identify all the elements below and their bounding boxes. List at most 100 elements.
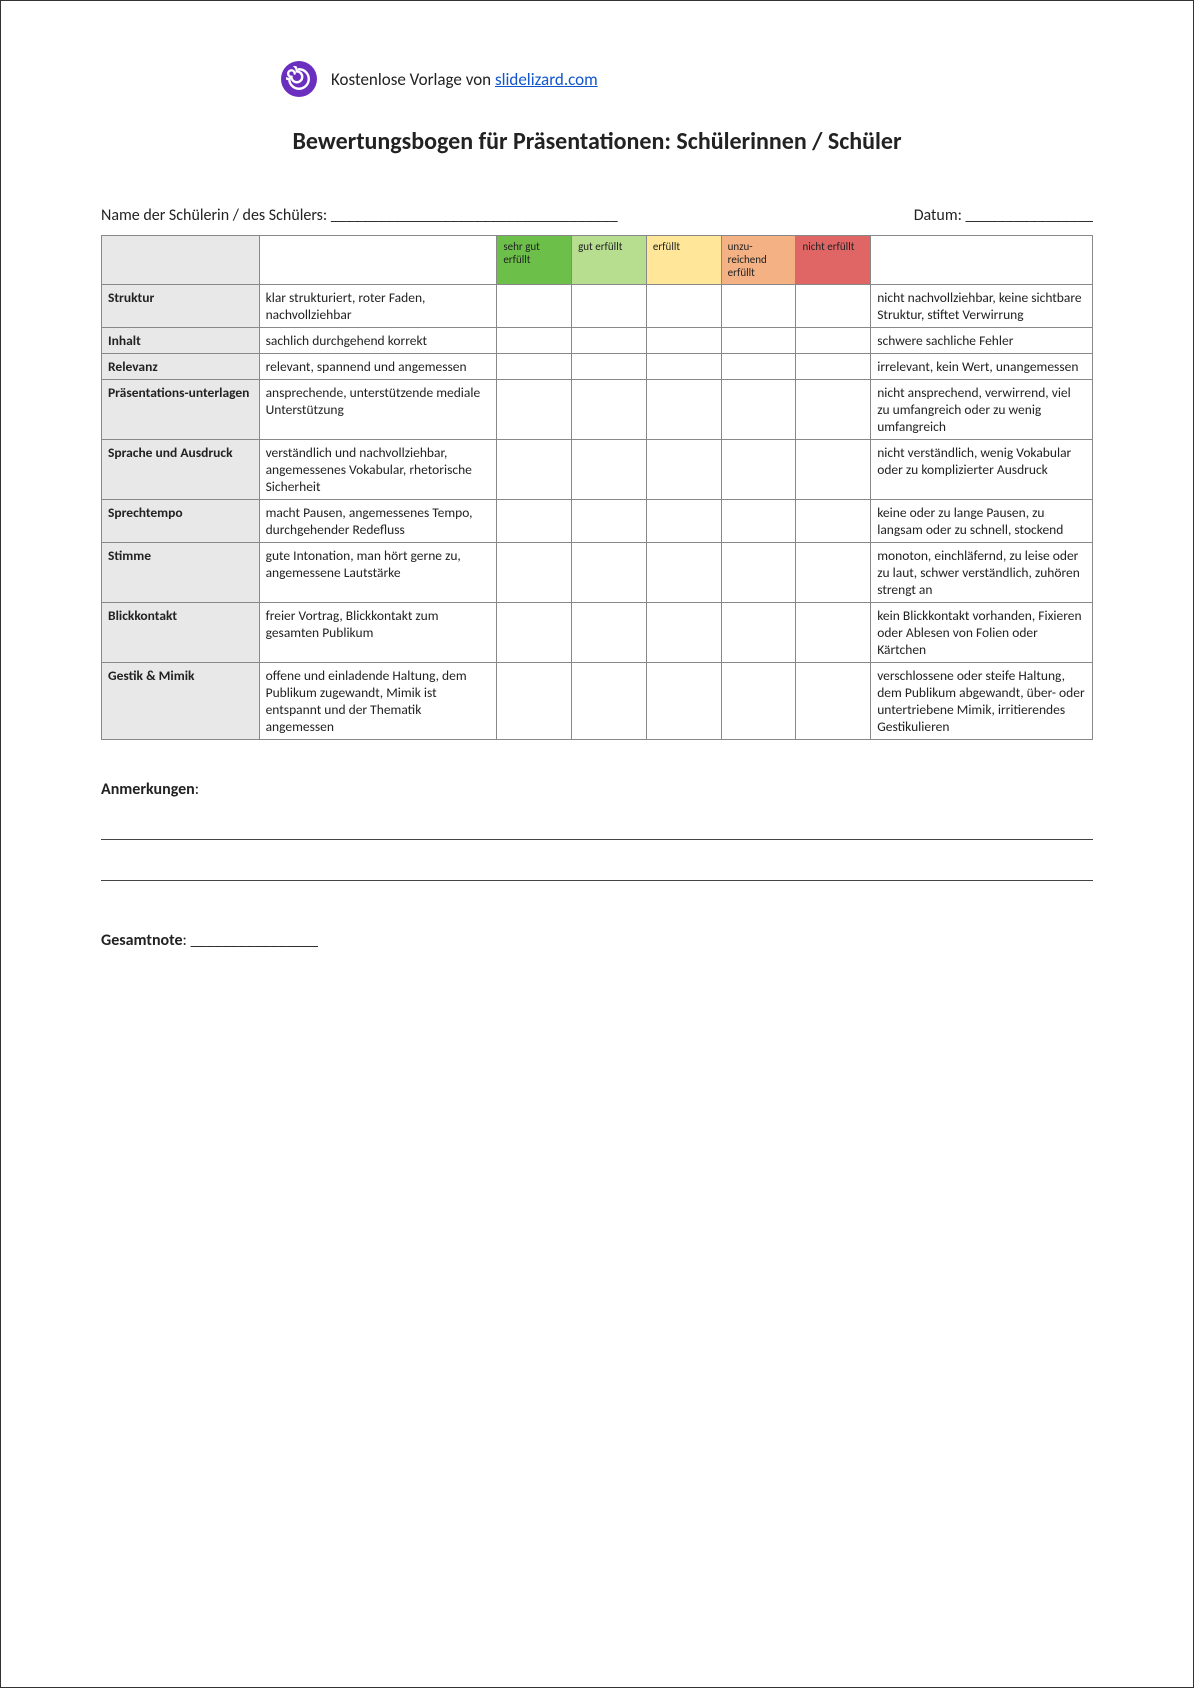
criterion-negative: nicht verständlich, wenig Vokabular oder…	[871, 439, 1093, 499]
rubric-body: Strukturklar strukturiert, roter Faden, …	[102, 284, 1093, 739]
student-name-field: Name der Schülerin / des Schülers: _____…	[101, 206, 618, 225]
date-label: Datum:	[914, 206, 966, 225]
rating-cell[interactable]	[721, 327, 796, 353]
rating-cell[interactable]	[721, 542, 796, 602]
slidelizard-link[interactable]: slidelizard.com	[495, 69, 598, 90]
rubric-row: Präsentations-unterlagenansprechende, un…	[102, 379, 1093, 439]
slidelizard-logo	[281, 61, 317, 97]
criterion-negative: keine oder zu lange Pausen, zu langsam o…	[871, 499, 1093, 542]
rating-cell[interactable]	[721, 662, 796, 739]
rating-cell[interactable]	[497, 327, 572, 353]
criterion-positive: sachlich durchgehend korrekt	[259, 327, 497, 353]
rating-cell[interactable]	[497, 499, 572, 542]
rubric-row: Sprache und Ausdruckverständlich und nac…	[102, 439, 1093, 499]
rating-cell[interactable]	[572, 439, 647, 499]
header-prefix: Kostenlose Vorlage von	[331, 69, 495, 90]
rating-cell[interactable]	[796, 379, 871, 439]
criterion-positive: klar strukturiert, roter Faden, nachvoll…	[259, 284, 497, 327]
notes-line-1	[101, 839, 1093, 840]
criterion-positive: macht Pausen, angemessenes Tempo, durchg…	[259, 499, 497, 542]
rating-cell[interactable]	[497, 439, 572, 499]
criterion-negative: nicht nachvollziehbar, keine sichtbare S…	[871, 284, 1093, 327]
notes-section: Anmerkungen:	[101, 780, 1093, 881]
rating-cell[interactable]	[497, 284, 572, 327]
rating-cell[interactable]	[646, 379, 721, 439]
rating-cell[interactable]	[796, 284, 871, 327]
criterion-name: Struktur	[102, 284, 260, 327]
page-title: Bewertungsbogen für Präsentationen: Schü…	[101, 127, 1093, 156]
rating-cell[interactable]	[721, 284, 796, 327]
grade-underline: ________________	[190, 931, 318, 950]
rating-cell[interactable]	[572, 327, 647, 353]
criterion-negative: nicht ansprechend, verwirrend, viel zu u…	[871, 379, 1093, 439]
criterion-name: Blickkontakt	[102, 602, 260, 662]
criterion-positive: freier Vortrag, Blickkontakt zum gesamte…	[259, 602, 497, 662]
date-underline: ________________	[966, 206, 1094, 225]
rating-cell[interactable]	[572, 662, 647, 739]
rating-cell[interactable]	[572, 379, 647, 439]
rating-cell[interactable]	[497, 662, 572, 739]
rating-cell[interactable]	[796, 439, 871, 499]
rating-header-3: unzu-reichend erfüllt	[721, 236, 796, 285]
rating-cell[interactable]	[796, 602, 871, 662]
rating-cell[interactable]	[796, 353, 871, 379]
grade-section: Gesamtnote: ________________	[101, 931, 1093, 950]
name-underline: ____________________________________	[331, 206, 618, 225]
template-header: Kostenlose Vorlage von slidelizard.com	[281, 61, 1093, 97]
notes-line-2	[101, 880, 1093, 881]
rating-cell[interactable]	[646, 353, 721, 379]
document-page: Kostenlose Vorlage von slidelizard.com B…	[0, 0, 1194, 1688]
criterion-positive: relevant, spannend und angemessen	[259, 353, 497, 379]
notes-colon: :	[195, 780, 199, 799]
criterion-negative: verschlossene oder steife Haltung, dem P…	[871, 662, 1093, 739]
rating-cell[interactable]	[646, 327, 721, 353]
rubric-row: Strukturklar strukturiert, roter Faden, …	[102, 284, 1093, 327]
rubric-table: sehr gut erfüllt gut erfüllt erfüllt unz…	[101, 235, 1093, 740]
rating-cell[interactable]	[721, 379, 796, 439]
rating-cell[interactable]	[572, 542, 647, 602]
criterion-name: Stimme	[102, 542, 260, 602]
rating-cell[interactable]	[497, 602, 572, 662]
rubric-row: Sprechtempomacht Pausen, angemessenes Te…	[102, 499, 1093, 542]
rating-cell[interactable]	[497, 353, 572, 379]
rating-cell[interactable]	[497, 542, 572, 602]
rating-cell[interactable]	[796, 662, 871, 739]
rating-cell[interactable]	[796, 499, 871, 542]
criterion-name: Präsentations-unterlagen	[102, 379, 260, 439]
rating-cell[interactable]	[646, 284, 721, 327]
rating-header-2: erfüllt	[646, 236, 721, 285]
criterion-positive: verständlich und nachvollziehbar, angeme…	[259, 439, 497, 499]
rating-cell[interactable]	[646, 662, 721, 739]
rating-cell[interactable]	[646, 542, 721, 602]
rating-cell[interactable]	[572, 353, 647, 379]
rubric-header-row: sehr gut erfüllt gut erfüllt erfüllt unz…	[102, 236, 1093, 285]
rubric-row: Inhaltsachlich durchgehend korrektschwer…	[102, 327, 1093, 353]
rating-cell[interactable]	[796, 327, 871, 353]
rating-cell[interactable]	[721, 439, 796, 499]
rating-cell[interactable]	[497, 379, 572, 439]
rating-cell[interactable]	[572, 284, 647, 327]
criterion-positive: ansprechende, unterstützende mediale Unt…	[259, 379, 497, 439]
header-blank-2	[259, 236, 497, 285]
rubric-row: Blickkontaktfreier Vortrag, Blickkontakt…	[102, 602, 1093, 662]
name-label: Name der Schülerin / des Schülers:	[101, 206, 331, 225]
rating-cell[interactable]	[796, 542, 871, 602]
rating-cell[interactable]	[572, 499, 647, 542]
rating-cell[interactable]	[646, 439, 721, 499]
rubric-row: Gestik & Mimikoffene und einladende Halt…	[102, 662, 1093, 739]
rating-cell[interactable]	[721, 353, 796, 379]
rating-header-4: nicht erfüllt	[796, 236, 871, 285]
rating-cell[interactable]	[646, 602, 721, 662]
rating-cell[interactable]	[721, 602, 796, 662]
header-blank-1	[102, 236, 260, 285]
notes-label: Anmerkungen	[101, 780, 195, 799]
rating-cell[interactable]	[646, 499, 721, 542]
criterion-name: Gestik & Mimik	[102, 662, 260, 739]
rating-cell[interactable]	[572, 602, 647, 662]
rating-cell[interactable]	[721, 499, 796, 542]
date-field: Datum: ________________	[914, 206, 1093, 225]
criterion-positive: offene und einladende Haltung, dem Publi…	[259, 662, 497, 739]
form-info-line: Name der Schülerin / des Schülers: _____…	[101, 206, 1093, 225]
rubric-row: Relevanzrelevant, spannend und angemesse…	[102, 353, 1093, 379]
criterion-name: Sprache und Ausdruck	[102, 439, 260, 499]
